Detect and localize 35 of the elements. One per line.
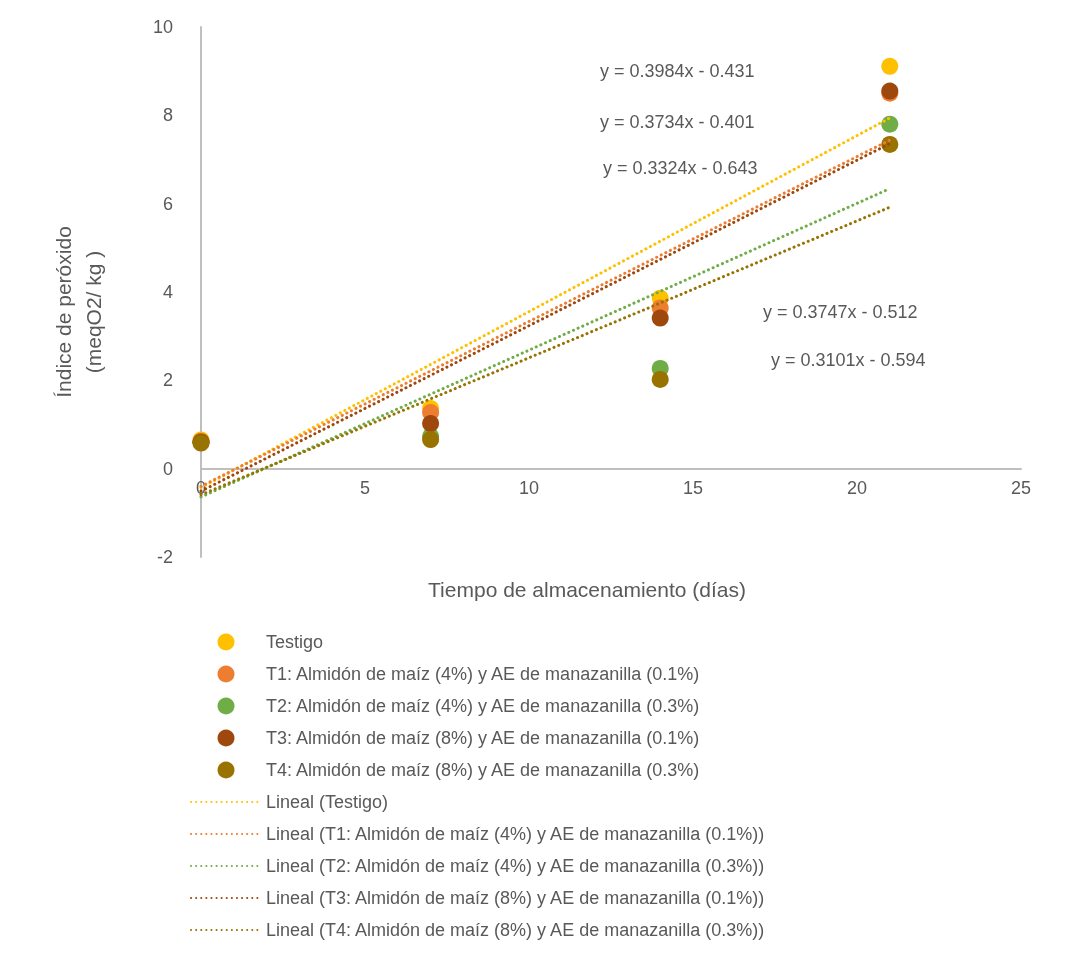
legend-label: Testigo xyxy=(266,632,324,652)
annotation: y = 0.3984x - 0.431 xyxy=(600,61,755,81)
annotation: y = 0.3734x - 0.401 xyxy=(600,112,755,132)
point xyxy=(881,115,899,133)
y-tick-label: -2 xyxy=(156,547,173,567)
x-tick-label: 10 xyxy=(518,477,540,498)
annotation: y = 0.3101x - 0.594 xyxy=(771,350,926,370)
x-tick-label: 25 xyxy=(1010,477,1032,498)
y-tick-label: 4 xyxy=(162,282,173,302)
legend-label: Lineal (T1: Almidón de maíz (4%) y AE de manazanilla (0.1%)) xyxy=(266,824,765,844)
x-axis-title: Tiempo de almacenamiento (días) xyxy=(428,577,746,601)
legend-label: Lineal (T2: Almidón de maíz (4%) y AE de manazanilla (0.3%)) xyxy=(266,856,765,876)
legend-label: T2: Almidón de maíz (4%) y AE de manazanilla (0.3%) xyxy=(266,696,700,716)
y-tick-label: 2 xyxy=(162,370,173,391)
y-tick-label: 8 xyxy=(162,105,173,126)
point xyxy=(881,57,899,75)
x-tick-label: 5 xyxy=(359,477,371,498)
legend-label: T3: Almidón de maíz (8%) y AE de manazanilla (0.1%) xyxy=(266,728,700,748)
annotation: y = 0.3747x - 0.512 xyxy=(763,302,918,322)
point xyxy=(422,415,440,433)
point xyxy=(651,370,669,388)
y-axis-title: Índice de peróxido (meqO2/ kg ) xyxy=(51,226,105,398)
x-tick-label: 20 xyxy=(846,477,868,498)
legend-label: Lineal (T4: Almidón de maíz (8%) y AE de manazanilla (0.3%)) xyxy=(266,920,765,940)
legend-label: Lineal (Testigo) xyxy=(266,792,389,812)
point xyxy=(422,431,440,449)
legend-label: Lineal (T3: Almidón de maíz (8%) y AE de manazanilla (0.1%)) xyxy=(266,888,765,908)
y-tick-label: 0 xyxy=(162,458,173,479)
point xyxy=(651,309,669,327)
legend-label: T1: Almidón de maíz (4%) y AE de manazanilla (0.1%) xyxy=(266,664,700,684)
legend-label: T4: Almidón de maíz (8%) y AE de manazanilla (0.3%) xyxy=(266,760,700,780)
y-tick-label: 6 xyxy=(162,193,173,214)
y-tick-label: 10 xyxy=(152,17,173,37)
annotation: y = 0.3324x - 0.643 xyxy=(603,158,758,178)
x-tick-label: 15 xyxy=(682,477,704,498)
